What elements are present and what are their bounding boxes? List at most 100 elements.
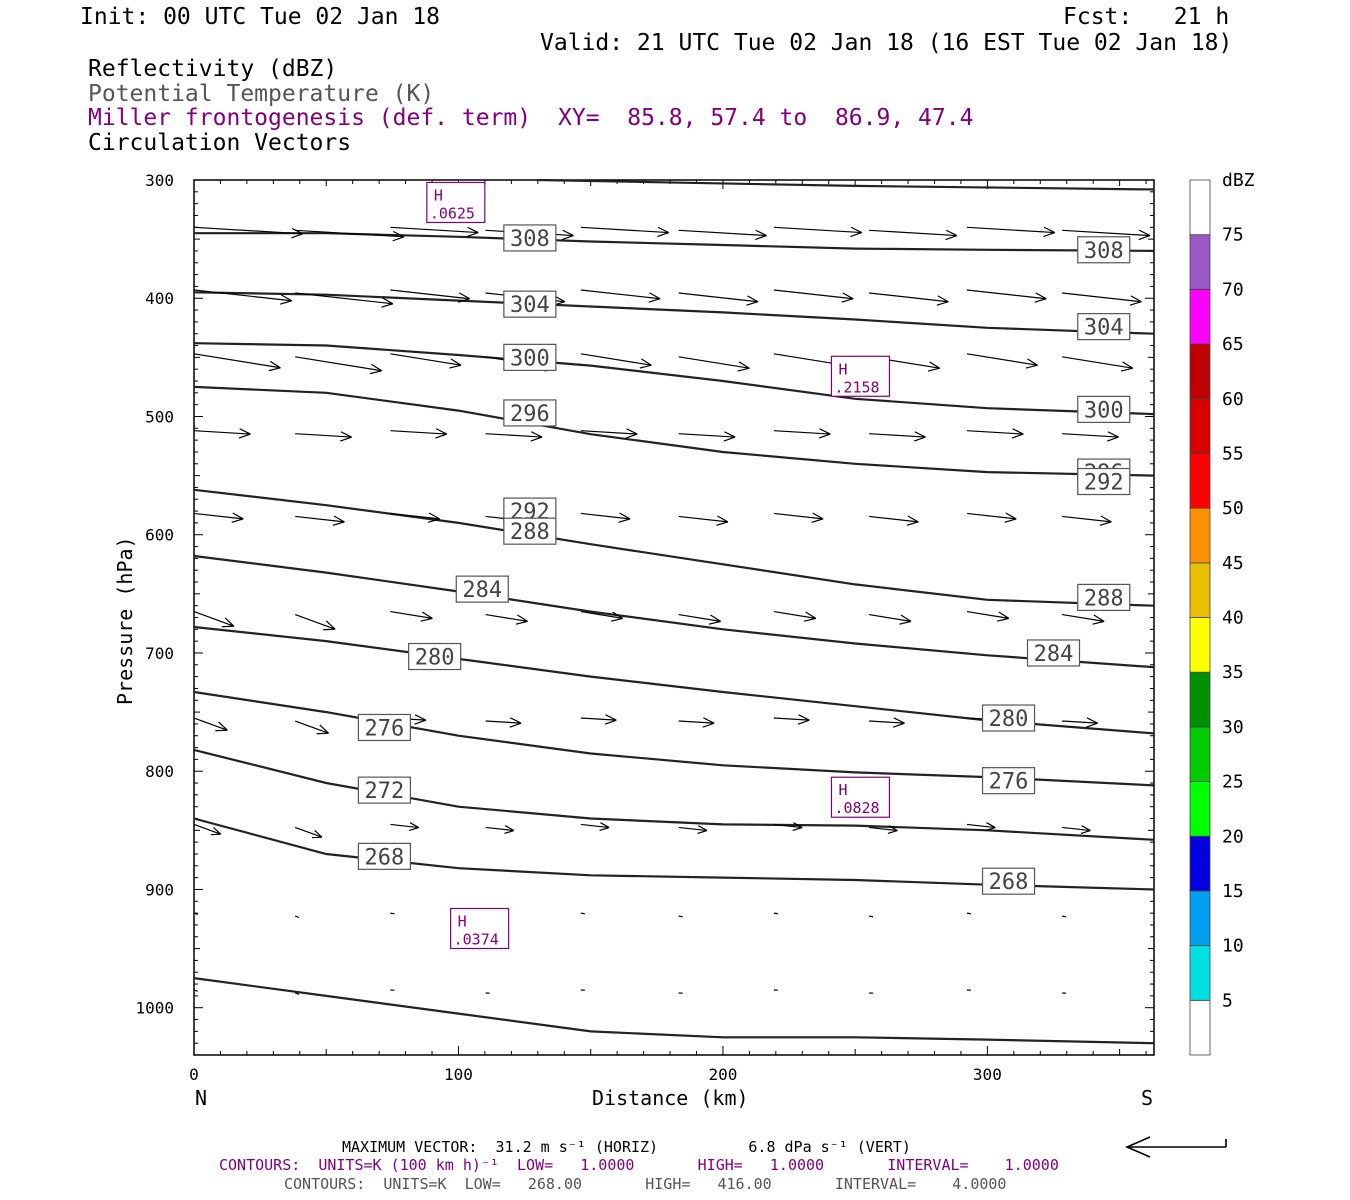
isentrope-lines bbox=[193, 178, 1155, 1045]
svg-text:308: 308 bbox=[510, 227, 550, 252]
circulation-vector bbox=[1062, 292, 1142, 306]
y-tick-label: 500 bbox=[145, 407, 174, 426]
svg-text:288: 288 bbox=[510, 520, 550, 545]
colorbar-segment bbox=[1189, 835, 1211, 892]
colorbar-level: 10 bbox=[1222, 936, 1244, 957]
contour-label: 284 bbox=[1026, 639, 1081, 667]
circulation-vector bbox=[580, 289, 661, 303]
contour-label: 276 bbox=[981, 767, 1036, 795]
circulation-vector bbox=[390, 226, 479, 238]
circulation-vector bbox=[193, 823, 222, 836]
contour-label: 300 bbox=[503, 343, 557, 371]
contour-label: 292 bbox=[1077, 467, 1131, 496]
circulation-vector bbox=[1062, 229, 1151, 241]
colorbar-segment bbox=[1189, 945, 1211, 1001]
colorbar-level: 35 bbox=[1222, 662, 1244, 683]
colorbar-level: 5 bbox=[1222, 990, 1233, 1011]
circulation-vector bbox=[773, 912, 778, 915]
colorbar-segment bbox=[1189, 726, 1211, 782]
circulation-vector bbox=[390, 289, 470, 303]
circulation-vector bbox=[295, 614, 336, 631]
svg-text:280: 280 bbox=[415, 646, 455, 671]
circulation-vector bbox=[868, 613, 912, 625]
legend-frontogenesis: Miller frontogenesis (def. term) bbox=[88, 105, 532, 131]
colorbar-segment bbox=[1189, 617, 1211, 673]
svg-text:296: 296 bbox=[510, 402, 550, 427]
x-tick-label: 200 bbox=[708, 1065, 737, 1084]
circulation-vector bbox=[390, 512, 440, 523]
colorbar-level: 40 bbox=[1222, 608, 1244, 629]
colorbar-level: 50 bbox=[1222, 498, 1244, 519]
circulation-vector bbox=[390, 428, 448, 439]
contour-label: 276 bbox=[357, 713, 412, 741]
circulation-vector bbox=[390, 353, 462, 369]
circulation-vector bbox=[678, 825, 708, 834]
contour-label: 304 bbox=[1077, 313, 1131, 341]
contour-label: 304 bbox=[503, 290, 557, 318]
circulation-vector bbox=[485, 825, 515, 834]
circulation-vector bbox=[1062, 915, 1067, 918]
isentrope-top bbox=[537, 178, 1155, 191]
colorbar-segment bbox=[1189, 288, 1211, 345]
circulation-vector bbox=[193, 989, 198, 992]
circulation-vector bbox=[1062, 613, 1105, 625]
svg-text:276: 276 bbox=[365, 716, 405, 741]
svg-text:304: 304 bbox=[510, 293, 550, 318]
svg-text:.0374: .0374 bbox=[454, 930, 499, 948]
frontogenesis-max-label: H.0828 bbox=[830, 776, 891, 818]
colorbar-segment bbox=[1189, 343, 1211, 400]
svg-text:H: H bbox=[838, 360, 847, 378]
circulation-vector bbox=[295, 992, 300, 995]
contour-label: 308 bbox=[503, 224, 557, 252]
svg-text:.0828: .0828 bbox=[834, 799, 879, 817]
svg-text:284: 284 bbox=[462, 578, 502, 603]
circulation-vector bbox=[295, 229, 405, 242]
circulation-vector bbox=[966, 226, 1056, 238]
y-tick-label: 900 bbox=[145, 880, 174, 899]
circulation-vector bbox=[773, 428, 831, 439]
circulation-vector bbox=[869, 825, 898, 834]
circulation-vector bbox=[193, 226, 304, 239]
circulation-vector bbox=[580, 610, 624, 622]
x-tick-label: 0 bbox=[189, 1065, 199, 1084]
colorbar-level: 20 bbox=[1222, 826, 1244, 847]
colorbar-segment bbox=[1189, 234, 1211, 290]
circulation-vector bbox=[295, 515, 345, 526]
circulation-vector bbox=[295, 431, 352, 442]
x-tick-labels: 0 100 200 300 bbox=[189, 1065, 1002, 1084]
svg-text:.2158: .2158 bbox=[834, 378, 879, 396]
circulation-vector bbox=[773, 226, 862, 238]
circulation-vector bbox=[193, 512, 244, 523]
y-axis-title: Pressure (hPa) bbox=[113, 536, 137, 705]
circulation-vector bbox=[678, 915, 683, 918]
circulation-vector bbox=[678, 292, 759, 306]
valid-time: Valid: 21 UTC Tue 02 Jan 18 (16 EST Tue … bbox=[540, 30, 1233, 56]
colorbar-level: 70 bbox=[1222, 279, 1244, 300]
circulation-vector bbox=[678, 717, 715, 728]
svg-text:288: 288 bbox=[1084, 586, 1124, 611]
y-tick-labels: 300 400 500 600 700 800 900 1000 bbox=[135, 171, 174, 1018]
circulation-vector bbox=[678, 613, 721, 625]
colorbar-level: 65 bbox=[1222, 334, 1244, 355]
colorbar-segment bbox=[1189, 507, 1211, 564]
circulation-vector bbox=[869, 717, 905, 728]
colorbar-segment bbox=[1189, 453, 1211, 509]
legend-potential-temperature: Potential Temperature (K) bbox=[88, 81, 435, 107]
svg-text:268: 268 bbox=[989, 870, 1029, 895]
colorbar-segment bbox=[1189, 179, 1211, 236]
circulation-vector bbox=[1062, 717, 1098, 728]
circulation-vector bbox=[678, 515, 729, 526]
circulation-vector bbox=[773, 512, 824, 523]
isentrope-272 bbox=[193, 817, 1155, 891]
circulation-vector bbox=[193, 611, 235, 628]
colorbar-unit: dBZ bbox=[1222, 170, 1255, 191]
circulation-vector bbox=[580, 353, 652, 369]
colorbar-segment bbox=[1189, 671, 1211, 728]
contour-label: 280 bbox=[981, 704, 1036, 732]
circulation-vector bbox=[966, 353, 1038, 369]
svg-text:.0625: .0625 bbox=[430, 204, 475, 222]
circulation-vector bbox=[1062, 515, 1112, 526]
circulation-vector bbox=[966, 610, 1010, 622]
